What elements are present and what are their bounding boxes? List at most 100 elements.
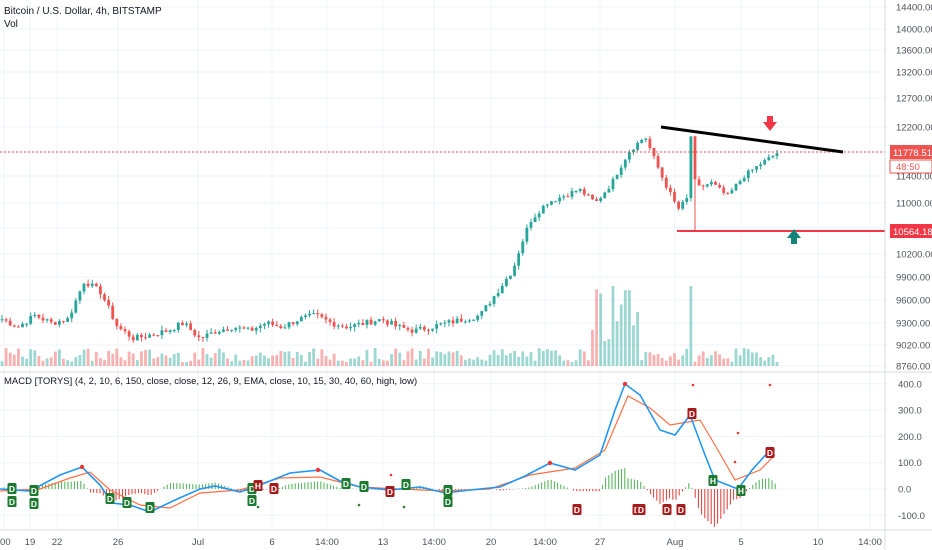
macd-signal-marker: D [105,493,115,504]
candle-body [422,326,426,330]
arrow-up-icon[interactable] [787,229,801,244]
macd-marker-letter: D [767,448,773,458]
candle-body [414,328,418,333]
resistance-trendline[interactable] [660,125,844,154]
macd-dot [256,505,260,509]
price-tick-label: 10200.00 [896,250,932,261]
candle-body [615,174,619,179]
candle-body [25,323,29,325]
macd-marker-letter: D [9,484,15,494]
volume-bar [484,360,488,366]
arrow-down-icon[interactable] [763,116,777,131]
volume-bar [340,360,344,366]
candle-body [49,319,53,322]
price-axis[interactable]: 14400.00 14000.00 13600.00 13200.00 12700.00… [896,3,932,373]
volume-bar [21,356,24,366]
time-tick-label: 20 [486,537,497,548]
volume-bar [185,361,188,366]
candle-body [582,189,586,195]
candle-body [406,327,410,330]
candle-body [513,265,516,276]
volume-bar [369,361,373,366]
candle-body [353,324,357,328]
candle-body [558,197,562,202]
volume-bar [701,351,705,366]
candle-body [279,325,283,329]
candle-body [324,316,328,320]
volume-bar [62,358,65,366]
candle-body [439,323,443,325]
candle-body [525,227,529,242]
volume-bar [41,360,45,366]
volume-bar [135,360,139,366]
price-tick-label: 13200.00 [896,68,932,79]
time-tick-label: 14:00 [858,537,882,548]
volume-bar [394,348,398,366]
candle-body [283,327,287,329]
volume-bar [537,348,541,366]
volume-bar [496,354,500,366]
candle-body [472,319,475,321]
macd-axis[interactable]: 400.0 300.0 200.0 100.0 0.0 -100.0 [898,379,925,522]
candle-body [394,320,398,327]
symbol-title[interactable]: Bitcoin / U.S. Dollar, 4h, BITSTAMP [4,6,162,17]
time-tick-label: 13 [378,537,389,548]
volume-bar [418,350,422,366]
volume-bar [45,358,49,366]
time-axis[interactable]: :00 19 22 26 Jul 6 14:00 13 14:00 20 14:00 27 Aug 5 10… [0,537,882,548]
volume-bar [58,349,61,366]
volume-bar [656,354,660,366]
time-tick-label: 22 [52,537,63,548]
volume-bar [213,353,217,366]
candle-body [8,320,12,326]
volume-bar [156,357,160,366]
candle-body [349,327,352,329]
macd-peak-dot [79,464,85,470]
volume-bar [529,352,533,366]
price-tick-label: 9900.00 [896,273,930,284]
candle-body [291,322,295,325]
candle-body [627,152,631,160]
time-tick-label: Jul [192,537,204,548]
macd-signal-marker: D [572,504,582,515]
indicator-title[interactable]: MACD [TORYS] (4, 2, 10, 6, 150, close, c… [4,376,417,387]
candle-body [632,149,635,153]
macd-histogram [3,468,776,527]
macd-dot [733,460,737,464]
macd-marker-letter: D [271,484,277,494]
last-price-text: 11778.51 [893,148,932,159]
macd-marker-letter: D [387,487,393,497]
volume-bar [361,360,365,366]
volume-bar [299,355,303,366]
volume-bar [775,361,779,366]
volume-bar [308,352,311,366]
candle-body [295,321,299,325]
volume-bar [730,361,734,366]
volume-bar [377,358,381,366]
volume-label[interactable]: Vol [4,19,18,30]
candle-body [730,190,734,194]
candle-body [0,319,4,321]
volume-bar [652,354,656,366]
price-tick-label: 9600.00 [896,296,930,307]
volume-bar [492,350,496,366]
candle-body [160,330,164,336]
volume-bar [726,358,730,366]
candle-body [619,167,623,175]
volume-bar [689,286,693,366]
time-tick-label: 5 [738,537,743,548]
volume-bar [365,349,369,366]
candle-body [554,201,557,203]
candle-body [205,333,209,338]
candle-body [591,194,594,200]
macd-signal-marker: D [247,495,257,506]
candle-body [230,330,234,332]
macd-marker-letter: D [147,503,153,513]
candle-body [74,300,78,313]
macd-signal-marker: D [662,504,672,515]
volume-bar [283,351,287,366]
volume-bar [295,351,299,366]
volume-bar [70,361,74,366]
candle-body [578,189,582,192]
candle-body [29,315,33,324]
